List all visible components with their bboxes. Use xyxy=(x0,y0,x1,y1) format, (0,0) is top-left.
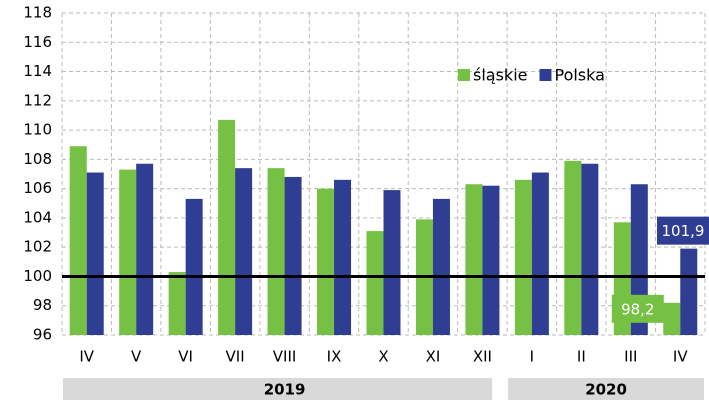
y-tick-label: 112 xyxy=(23,91,52,109)
y-tick-label: 118 xyxy=(23,4,52,22)
x-tick-label: V xyxy=(131,348,142,366)
bar xyxy=(168,272,186,335)
value-label-box xyxy=(611,294,664,323)
legend-swatch xyxy=(539,69,552,81)
year-group xyxy=(508,378,704,400)
bar xyxy=(136,163,154,335)
x-tick-label: X xyxy=(378,348,388,366)
x-tick-label: IX xyxy=(327,348,342,366)
year-label: 2020 xyxy=(585,381,627,399)
x-tick-label: XII xyxy=(473,348,492,366)
bar xyxy=(514,179,532,335)
bar xyxy=(465,184,483,335)
legend-swatch xyxy=(458,69,470,81)
bar xyxy=(432,198,450,335)
bar xyxy=(482,185,500,335)
x-tick-label: VI xyxy=(178,348,193,366)
year-group xyxy=(63,378,493,400)
bar xyxy=(218,119,236,335)
y-tick-label: 104 xyxy=(23,208,52,226)
bar xyxy=(69,146,87,335)
bar xyxy=(119,169,137,335)
bar xyxy=(86,172,104,335)
y-tick-label: 114 xyxy=(23,62,52,80)
y-tick-label: 108 xyxy=(23,150,52,168)
x-tick-label: XI xyxy=(426,348,441,366)
bar xyxy=(581,163,599,335)
bar xyxy=(564,160,582,335)
x-tick-label: II xyxy=(577,348,586,366)
x-tick-label: IV xyxy=(673,348,688,366)
y-tick-label: 116 xyxy=(23,33,52,51)
bar xyxy=(663,302,681,335)
x-tick-label: VIII xyxy=(273,348,297,366)
y-tick-label: 100 xyxy=(23,267,52,285)
bar xyxy=(317,188,335,335)
legend-label: śląskie xyxy=(473,66,527,85)
value-label: 98,2 xyxy=(621,300,654,318)
x-tick-label: III xyxy=(624,348,637,366)
year-label: 2019 xyxy=(264,381,306,399)
legend-label: Polska xyxy=(554,66,604,85)
bar xyxy=(267,168,285,335)
y-tick-label: 106 xyxy=(23,179,52,197)
bar xyxy=(366,231,384,335)
bar xyxy=(680,248,698,335)
bar xyxy=(531,172,549,335)
value-label-box xyxy=(657,216,709,245)
bar xyxy=(334,179,352,335)
bar xyxy=(284,176,302,335)
y-tick-label: 98 xyxy=(33,296,52,314)
x-tick-label: I xyxy=(530,348,534,366)
x-tick-label: IV xyxy=(79,348,94,366)
x-tick-label: VII xyxy=(226,348,245,366)
y-tick-label: 110 xyxy=(23,121,52,139)
y-tick-label: 96 xyxy=(33,326,52,344)
bar xyxy=(185,198,203,335)
y-tick-label: 102 xyxy=(23,238,52,256)
value-label: 101,9 xyxy=(662,222,705,240)
bar xyxy=(383,190,401,335)
bar xyxy=(235,168,253,335)
